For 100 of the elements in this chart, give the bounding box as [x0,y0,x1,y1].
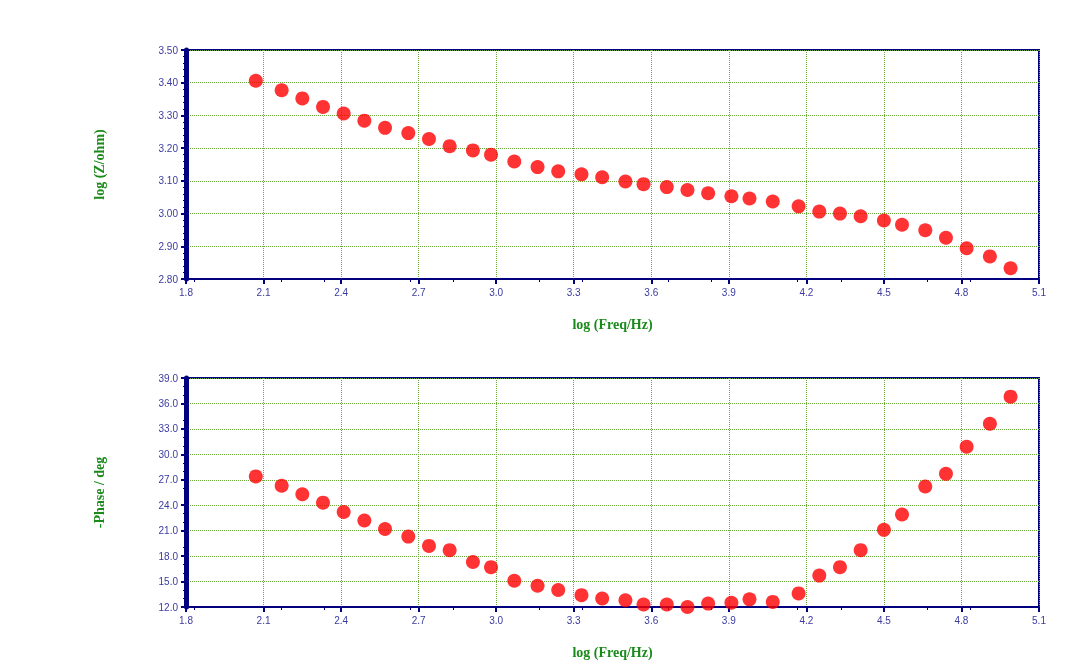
y-axis-title: log (Z/ohm) [91,128,108,200]
point [938,230,953,245]
y-tick-label: 3.40 [158,77,179,89]
point [336,106,351,121]
point [530,160,545,175]
x-tick-label: 4.2 [799,286,814,298]
point [659,180,674,195]
x-axis-title: log (Freq/Hz) [572,316,653,333]
point [574,167,589,182]
y-tick-label: 39.0 [158,372,179,384]
y-tick-label: 30.0 [158,448,179,460]
y-tick-label: 36.0 [158,397,179,409]
x-tick-label: 3.3 [566,614,582,626]
point [595,591,610,606]
x-tick-label: 2.4 [334,286,349,298]
point [959,241,974,256]
point [982,249,997,264]
point [812,568,827,583]
point [618,593,633,608]
point [1003,261,1018,276]
x-tick-label: 5.1 [1032,286,1047,298]
y-tick-label: 12.0 [158,601,179,613]
point [724,595,739,610]
point [982,416,997,431]
point [357,113,372,128]
point [507,573,522,588]
point [742,592,757,607]
x-tick-label: 4.5 [876,614,892,626]
point [551,164,566,179]
y-tick-label: 15.0 [158,576,179,588]
point [918,223,933,238]
x-tick-label: 4.2 [799,614,814,626]
x-tick-label: 2.1 [256,286,271,298]
point [876,213,891,228]
point [357,513,372,528]
x-tick-label: 3.3 [566,286,582,298]
x-tick-label: 3.9 [721,286,737,298]
point [618,174,633,189]
point [832,560,847,575]
y-tick-label: 18.0 [158,550,179,562]
x-tick-label: 4.5 [876,286,892,298]
point [465,143,480,158]
y-tick-label: 3.10 [158,175,179,187]
point [442,543,457,558]
point [636,177,651,192]
x-tick-label: 3.6 [644,286,659,298]
point [421,131,436,146]
y-axis-title: -Phase / deg [91,456,107,529]
point [918,479,933,494]
x-tick-label: 4.8 [954,614,969,626]
point [378,120,393,135]
point [895,217,909,232]
point [484,147,499,162]
x-tick-label: 3.0 [489,286,504,298]
point [636,597,651,612]
y-tick-label: 3.20 [158,142,179,154]
point [274,478,289,493]
point [530,578,545,593]
x-axis-title: log (Freq/Hz) [572,644,653,661]
point [484,560,499,575]
x-tick-label: 2.7 [411,286,427,298]
point [574,588,589,603]
point [853,209,868,224]
point [791,199,806,214]
point [274,83,289,98]
x-tick-label: 2.7 [411,614,427,626]
point [421,538,436,553]
x-tick-label: 3.6 [644,614,659,626]
point [507,154,522,169]
point [248,73,263,88]
x-tick-label: 3.0 [489,614,504,626]
point [442,139,457,154]
point [595,170,610,185]
x-tick-label: 1.8 [179,614,194,626]
x-tick-label: 3.9 [721,614,737,626]
y-tick-label: 27.0 [158,474,179,486]
point [295,91,310,106]
y-tick-label: 2.80 [158,273,179,285]
point [832,206,847,221]
point [551,583,566,598]
y-tick-label: 3.30 [158,109,179,121]
y-tick-label: 2.90 [158,240,179,252]
point [765,594,780,609]
point [742,191,757,206]
point [378,521,393,536]
point [876,522,891,537]
point [853,543,868,558]
point [336,505,351,519]
x-tick-label: 4.8 [954,286,969,298]
point [938,466,953,481]
point [295,487,310,502]
point [316,99,330,114]
point [401,126,416,141]
point [316,495,330,510]
point [724,189,739,204]
x-tick-label: 1.8 [179,286,194,298]
point [401,529,416,544]
y-tick-label: 21.0 [158,525,179,537]
point [791,586,806,601]
point [895,507,909,522]
